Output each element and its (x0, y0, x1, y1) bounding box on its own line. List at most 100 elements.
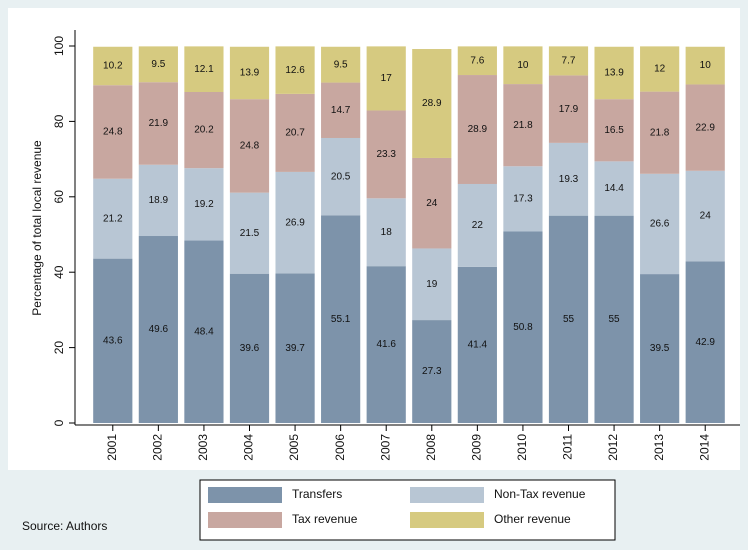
bar-segment (366, 110, 406, 199)
bar-segment (366, 46, 406, 111)
value-label: 14.4 (604, 183, 624, 194)
legend-swatch (208, 512, 282, 528)
bar-segment (321, 215, 361, 423)
y-tick-label: 100 (52, 36, 66, 56)
bar-segment (184, 168, 224, 241)
bar-segment (275, 46, 315, 94)
bar-segment (184, 91, 224, 169)
x-tick-label: 2003 (196, 434, 210, 461)
bar-segment (229, 273, 270, 423)
value-label: 17 (381, 73, 393, 84)
value-label: 13.9 (604, 68, 624, 79)
value-label: 18.9 (149, 195, 169, 206)
bar-segment (412, 49, 452, 158)
x-tick-label: 2007 (378, 434, 392, 461)
x-tick-label: 2005 (287, 434, 301, 461)
y-tick-label: 40 (52, 265, 66, 279)
x-tick-label: 2002 (151, 434, 165, 461)
bar-segment (685, 84, 725, 171)
bar-segment (457, 75, 497, 184)
bar-segment (366, 266, 406, 423)
bar-segment (685, 261, 725, 423)
value-label: 39.6 (240, 343, 260, 354)
bar-segment (366, 198, 406, 267)
x-tick-label: 2010 (515, 434, 529, 461)
bar-segment (503, 84, 543, 167)
value-label: 20.5 (331, 171, 351, 182)
bar-segment (93, 258, 133, 423)
y-tick-label: 0 (52, 419, 66, 426)
value-label: 10 (517, 60, 529, 71)
value-label: 9.5 (151, 59, 165, 70)
value-label: 41.4 (468, 340, 488, 351)
value-label: 55.1 (331, 314, 351, 325)
bar-segment (685, 170, 725, 262)
y-tick-label: 60 (52, 190, 66, 204)
x-tick-label: 2008 (424, 434, 438, 461)
bar-segment (548, 142, 589, 216)
bar-segment (412, 320, 452, 423)
bar-segment (275, 273, 315, 423)
bar-segment (275, 93, 315, 172)
value-label: 42.9 (695, 337, 715, 348)
value-label: 23.3 (376, 149, 396, 160)
bar-segment (594, 215, 634, 423)
value-label: 19.2 (194, 199, 214, 210)
value-label: 49.6 (149, 324, 169, 335)
value-label: 27.3 (422, 366, 442, 377)
bar-segment (594, 161, 634, 216)
bar-segment (321, 46, 361, 83)
bar-segment (412, 248, 452, 321)
bar-segment (685, 46, 725, 85)
x-tick-label: 2009 (470, 434, 484, 461)
bar-segment (138, 164, 178, 237)
legend-label: Transfers (292, 487, 342, 501)
bar-segment (229, 46, 270, 100)
value-label: 10 (700, 60, 712, 71)
source-note: Source: Authors (22, 519, 107, 533)
x-tick-label: 2001 (105, 434, 119, 461)
legend-swatch (410, 512, 484, 528)
x-tick-label: 2014 (697, 434, 711, 461)
value-label: 21.5 (240, 228, 260, 239)
value-label: 12.1 (194, 64, 214, 75)
value-label: 28.9 (422, 98, 442, 109)
bar-segment (640, 46, 680, 92)
y-axis-title: Percentage of total local revenue (30, 140, 44, 316)
bar-segment (640, 274, 680, 423)
value-label: 16.5 (604, 125, 624, 136)
value-label: 19.3 (559, 174, 579, 185)
bar-segment (184, 46, 224, 92)
value-label: 7.6 (470, 55, 484, 66)
bar-segment (457, 46, 497, 76)
value-label: 24 (426, 198, 438, 209)
legend-label: Tax revenue (292, 512, 358, 526)
value-label: 50.8 (513, 322, 533, 333)
value-label: 26.6 (650, 219, 670, 230)
value-label: 24.8 (103, 127, 123, 138)
value-label: 48.4 (194, 326, 214, 337)
bar-segment (457, 266, 497, 423)
value-label: 21.8 (650, 127, 670, 138)
bar-segment (229, 99, 270, 193)
bar-segment (503, 166, 543, 232)
value-label: 20.2 (194, 125, 214, 136)
value-label: 43.6 (103, 335, 123, 346)
value-label: 55 (563, 314, 575, 325)
value-label: 28.9 (468, 124, 488, 135)
value-label: 12 (654, 64, 666, 75)
value-label: 39.7 (285, 343, 305, 354)
value-label: 41.6 (376, 339, 396, 350)
x-tick-label: 2006 (333, 434, 347, 461)
x-tick-label: 2013 (652, 434, 666, 461)
bar-segment (93, 178, 133, 259)
bar-segment (640, 173, 680, 275)
bar-segment (594, 99, 634, 162)
value-label: 21.8 (513, 120, 533, 131)
bar-segment (321, 137, 361, 216)
value-label: 24 (700, 211, 712, 222)
value-label: 17.9 (559, 104, 579, 115)
legend-label: Non-Tax revenue (494, 487, 586, 501)
bar-segment (321, 82, 361, 138)
